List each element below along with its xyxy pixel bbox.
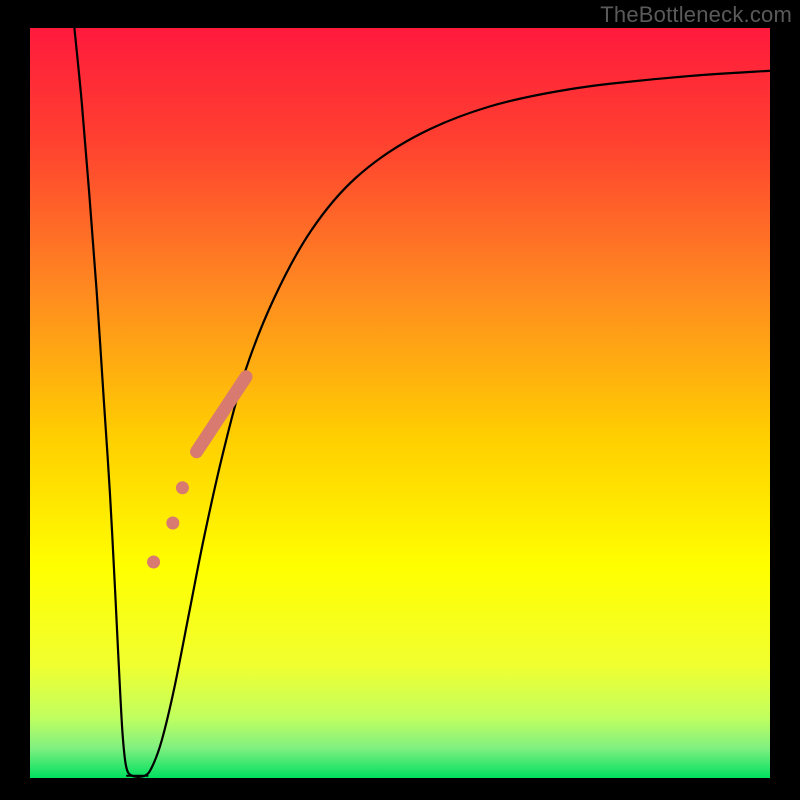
plot-background (30, 28, 770, 778)
highlight-dot (166, 517, 179, 530)
highlight-dot (176, 481, 189, 494)
chart-container: TheBottleneck.com (0, 0, 800, 800)
highlight-dot (147, 556, 160, 569)
bottleneck-chart (0, 0, 800, 800)
